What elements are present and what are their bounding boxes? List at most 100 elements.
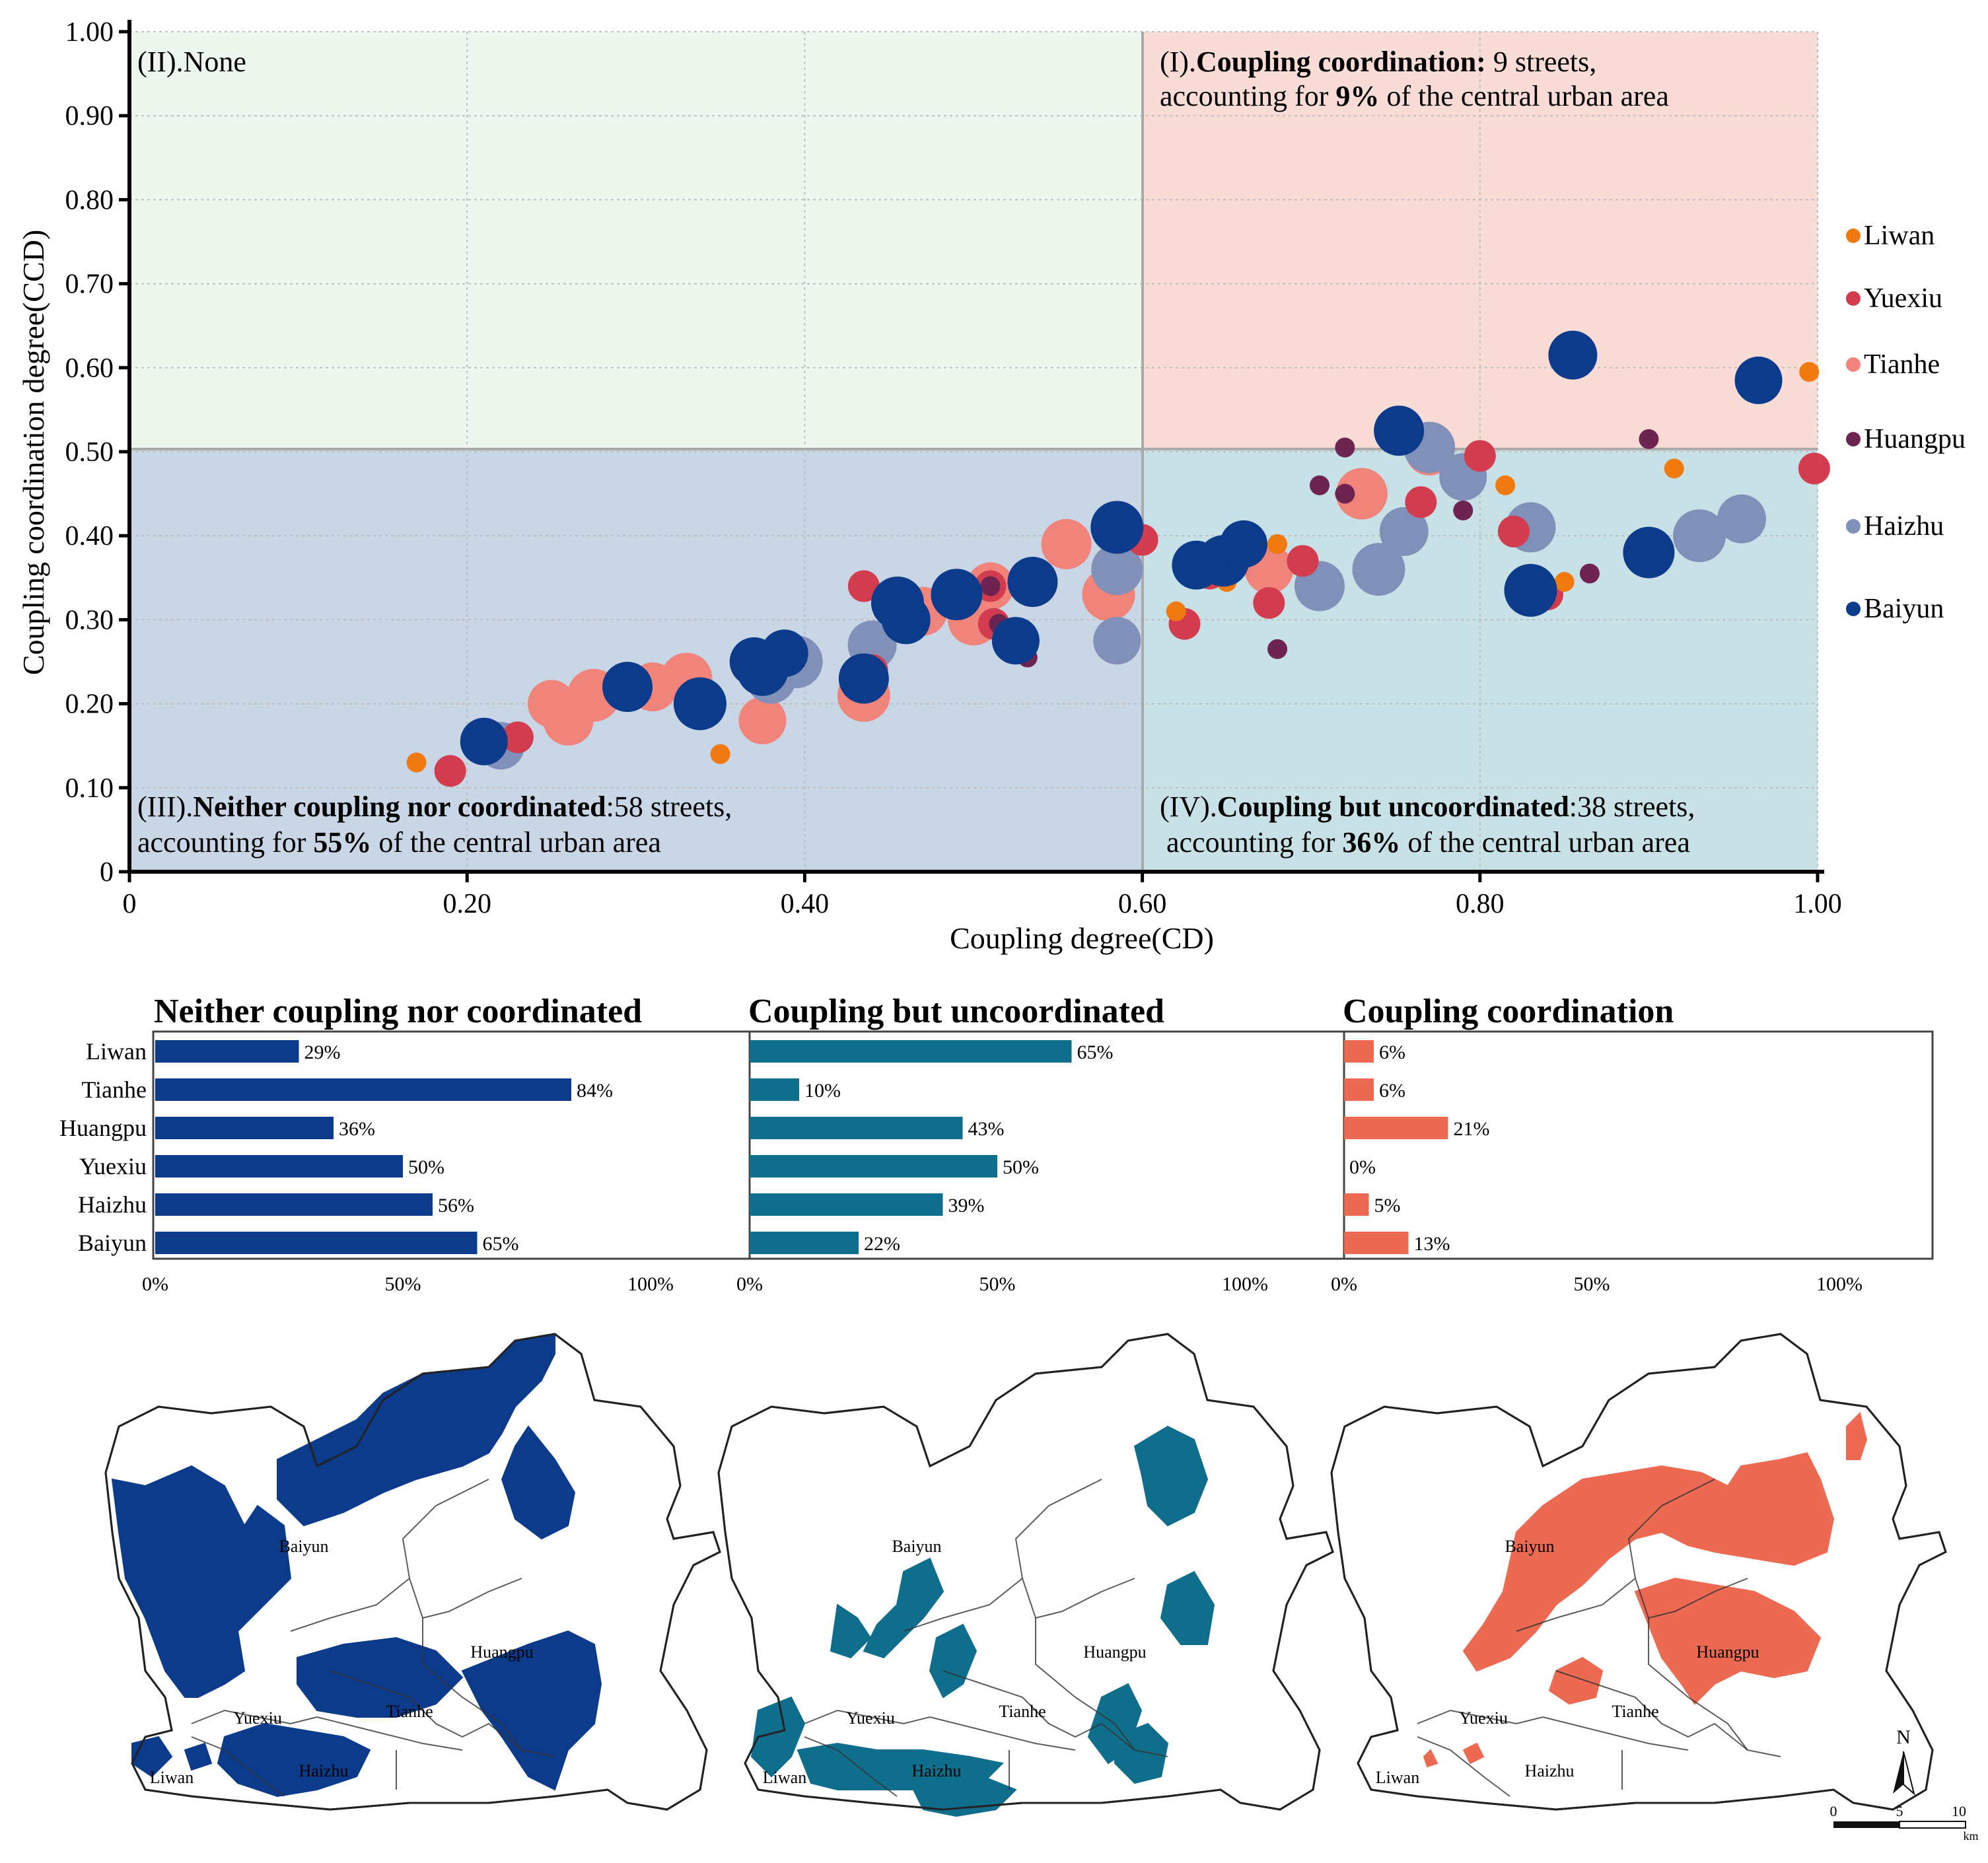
y-tick-label: 0.80 [65, 185, 114, 215]
q1-title: Coupling coordination: [1196, 46, 1486, 78]
point-baiyun [1374, 405, 1425, 456]
point-baiyun [838, 653, 889, 704]
point-tianhe [1335, 468, 1388, 520]
x-tick-label: 0.20 [443, 889, 491, 919]
map-district-boundary [191, 1736, 285, 1797]
map-2: Baiyun Huangpu Tianhe Yuexiu Haizhu Liwan [717, 1333, 1334, 1817]
point-yuexiu [434, 755, 466, 787]
bar-liwan [155, 1040, 299, 1063]
q4-pct: 36% [1342, 826, 1400, 859]
map-region-fill [1634, 1577, 1822, 1705]
map-region-fill [1160, 1570, 1215, 1645]
bar-panel-title: Neither coupling nor coordinated [154, 993, 642, 1030]
bar-category-label: Tianhe [81, 1076, 147, 1103]
map-label-yuexiu: Yuexiu [846, 1708, 895, 1728]
bar-value-label: 36% [339, 1118, 375, 1140]
map-outline-stroke [104, 1333, 721, 1811]
bar-category-label: Haizhu [78, 1191, 147, 1218]
point-yuexiu [1464, 440, 1496, 472]
point-baiyun [1504, 563, 1557, 617]
bar-value-label: 29% [304, 1041, 341, 1063]
bar-x-tick: 0% [142, 1273, 168, 1295]
bar-x-tick: 0% [736, 1273, 763, 1295]
point-liwan [1554, 572, 1575, 592]
map-label-tianhe: Tianhe [1612, 1702, 1658, 1721]
bar-category-label: Liwan [86, 1038, 147, 1065]
map-district-boundary [191, 1709, 318, 1725]
point-haizhu [1379, 507, 1429, 556]
point-yuexiu [1287, 545, 1319, 577]
map-district-boundary [804, 1709, 931, 1725]
map-district-boundary [1627, 1479, 1715, 1579]
legend-label-baiyun: Baiyun [1864, 594, 1944, 624]
scatter-plot: 0 0.20 0.40 0.60 0.80 1.00 0 0.10 0.20 0.30 0.40 0.… [17, 17, 1966, 955]
map-region-fill [1846, 1412, 1868, 1460]
north-arrow: N [1893, 1726, 1915, 1796]
q4-count: :38 streets, [1569, 791, 1695, 823]
quadrant-i-label-line2: accounting for 9% of the central urban a… [1160, 80, 1669, 112]
map-label-baiyun: Baiyun [279, 1537, 328, 1556]
point-liwan [1495, 475, 1516, 495]
map-region-fill [1133, 1425, 1209, 1527]
bar-value-label: 5% [1374, 1195, 1401, 1216]
map-district-boundary [929, 1716, 1076, 1751]
bar-yuexiu [750, 1155, 997, 1178]
point-liwan [1799, 362, 1820, 382]
point-haizhu [1091, 544, 1143, 596]
bar-x-tick: 50% [1574, 1273, 1610, 1295]
bar-value-label: 0% [1349, 1156, 1376, 1178]
map-region-fill [217, 1722, 371, 1798]
map-label-liwan: Liwan [1376, 1768, 1419, 1787]
point-huangpu [1579, 563, 1600, 584]
map-district-boundary [804, 1736, 898, 1797]
legend-marker-tianhe [1846, 357, 1861, 372]
map-label-liwan: Liwan [150, 1768, 194, 1787]
y-tick-label: 0.70 [65, 269, 114, 300]
bar-x-tick: 100% [1816, 1273, 1863, 1295]
q3-line2-post: of the central urban area [371, 826, 661, 859]
y-tick-label: 0.60 [65, 353, 114, 384]
legend-marker-haizhu [1846, 519, 1861, 534]
point-liwan [406, 752, 427, 773]
bar-value-label: 43% [968, 1118, 1005, 1140]
bar-x-tick: 0% [1331, 1273, 1357, 1295]
x-tick-label: 0 [123, 889, 137, 919]
bar-value-label: 6% [1379, 1080, 1405, 1102]
legend-label-yuexiu: Yuexiu [1864, 283, 1942, 314]
scale-bar: 0 5 10 km [1830, 1803, 1979, 1843]
map-region-fill [297, 1636, 464, 1718]
map-district-boundary [316, 1716, 463, 1751]
point-baiyun [460, 717, 508, 765]
x-tick-label: 0.60 [1118, 889, 1167, 919]
map-district-boundary [402, 1479, 489, 1579]
point-haizhu [1352, 543, 1405, 596]
x-tick-label: 0.80 [1456, 889, 1505, 919]
scale-unit: km [1963, 1829, 1978, 1843]
point-yuexiu [501, 721, 534, 754]
bar-huangpu [1344, 1117, 1448, 1139]
q1-count: 9 streets, [1486, 46, 1596, 78]
scatter-grid [129, 31, 1818, 872]
map-label-liwan: Liwan [763, 1768, 806, 1787]
point-huangpu [1335, 437, 1355, 458]
map-label-haizhu: Haizhu [911, 1761, 961, 1780]
point-baiyun [1623, 526, 1675, 579]
quadrant-ii-label: (II).None [137, 46, 246, 78]
map-region-fill [277, 1333, 555, 1527]
north-arrow-left [1893, 1751, 1903, 1794]
q3-pct: 55% [313, 826, 371, 859]
point-yuexiu [1798, 452, 1830, 485]
map-label-tianhe: Tianhe [386, 1702, 433, 1721]
legend-label-huangpu: Huangpu [1864, 424, 1966, 454]
north-label: N [1896, 1726, 1911, 1748]
point-tianhe [1041, 518, 1092, 569]
y-tick-label: 0 [100, 857, 114, 888]
y-axis-label: Coupling coordination degree(CCD) [17, 230, 50, 676]
q3-prefix: (III). [137, 791, 193, 823]
map-district-boundary [330, 1670, 555, 1757]
legend-marker-liwan [1846, 228, 1861, 243]
bar-x-tick: 50% [385, 1273, 421, 1295]
point-haizhu [1673, 509, 1726, 563]
map-label-yuexiu: Yuexiu [1459, 1708, 1508, 1728]
point-baiyun [673, 677, 727, 730]
